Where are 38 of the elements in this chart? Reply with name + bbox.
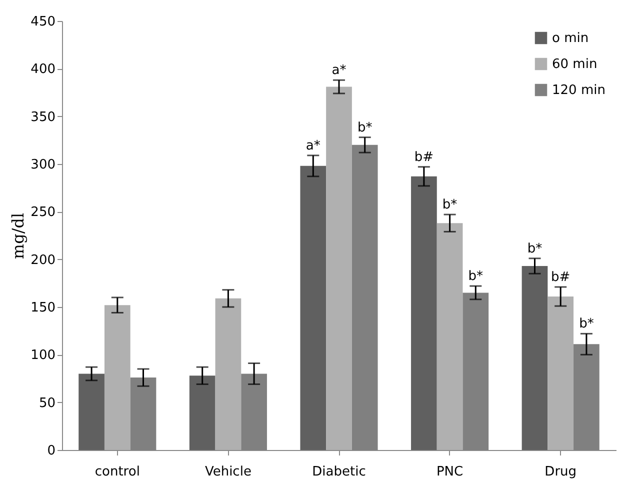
data-label: b# xyxy=(551,270,570,285)
bar xyxy=(326,86,352,450)
y-tick-label: 0 xyxy=(47,444,56,458)
bar xyxy=(548,296,574,450)
bar xyxy=(104,305,130,450)
bar xyxy=(78,374,104,450)
data-label: b* xyxy=(579,316,594,332)
y-tick-label: 50 xyxy=(38,396,56,411)
legend-label: 60 min xyxy=(552,57,598,72)
bar xyxy=(411,176,437,450)
bar xyxy=(189,376,216,450)
x-tick-label: control xyxy=(94,464,140,480)
data-label: b* xyxy=(527,241,543,256)
x-tick-label: Drug xyxy=(544,464,577,480)
x-tick-label: PNC xyxy=(436,464,464,480)
data-label: b* xyxy=(357,120,373,136)
y-tick-label: 400 xyxy=(30,62,56,78)
y-tick-label: 450 xyxy=(30,14,56,30)
legend-label: o min xyxy=(552,31,589,46)
bar xyxy=(436,223,463,450)
bar xyxy=(215,298,242,450)
legend-label: 120 min xyxy=(552,83,606,98)
x-tick-label: Vehicle xyxy=(204,464,252,480)
y-tick-label: 200 xyxy=(30,252,56,268)
bar xyxy=(300,166,326,450)
y-tick-label: 350 xyxy=(30,110,56,125)
y-tick-label: 150 xyxy=(30,300,56,316)
data-label: a* xyxy=(332,63,347,78)
y-tick-label: 100 xyxy=(30,348,56,364)
bar xyxy=(522,266,548,450)
data-label: b* xyxy=(442,198,458,213)
data-label: b* xyxy=(468,269,484,284)
x-tick-label: Diabetic xyxy=(312,464,366,480)
y-axis-title: mg/dl xyxy=(8,212,28,260)
y-tick-label: 300 xyxy=(30,158,56,172)
data-label: b# xyxy=(414,150,434,165)
y-tick-label: 250 xyxy=(30,205,56,220)
data-label: a* xyxy=(306,138,321,154)
